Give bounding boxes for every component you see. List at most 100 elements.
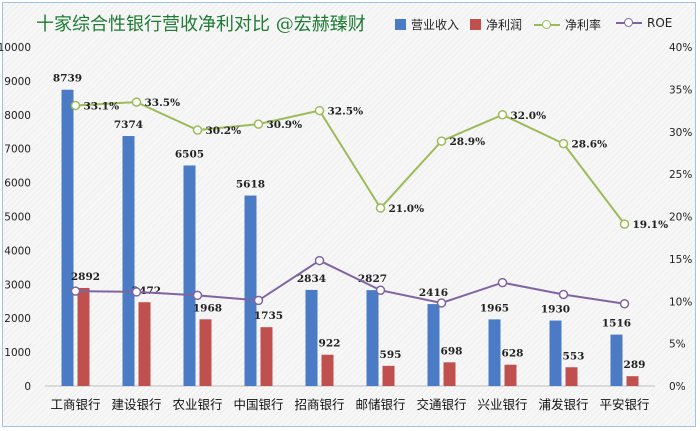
bar-revenue (305, 289, 318, 386)
bar-net-profit-label: 595 (380, 349, 402, 361)
roe-point (436, 298, 447, 308)
bar-revenue-label: 1965 (480, 302, 509, 314)
x-category-label: 中国银行 (233, 397, 283, 412)
x-category-label: 交通银行 (416, 397, 466, 412)
y-left-tick-label: 3000 (4, 279, 31, 291)
y-left-tick-label: 10000 (0, 42, 31, 54)
net-margin-point (70, 100, 81, 111)
bar-revenue (61, 89, 74, 387)
chart-legend: 营业收入 净利润 净利率 ROE (0, 16, 700, 36)
bar-net-profit (504, 364, 517, 386)
bar-revenue (610, 334, 623, 386)
y-left-tick-label: 8000 (4, 110, 31, 122)
roe-line (75, 259, 625, 305)
net-margin-label: 33.5% (145, 97, 181, 109)
y-left-tick-label: 2000 (4, 313, 31, 325)
y-left-tick-label: 4000 (4, 245, 31, 257)
y-right-tick-label: 5% (669, 339, 686, 351)
y-left-tick-label: 0 (24, 381, 31, 393)
x-category-label: 兴业银行 (477, 397, 527, 412)
legend-label-revenue: 营业收入 (411, 18, 460, 32)
net-margin-point (436, 136, 447, 146)
net-margin-label: 32.0% (511, 110, 547, 122)
roe-point (558, 289, 569, 300)
legend-item-net-margin: 净利率 (534, 16, 601, 33)
y-right-tick-label: 30% (669, 127, 692, 139)
roe-point (619, 299, 630, 309)
bar-net-profit-label: 698 (441, 345, 463, 357)
bar-revenue-label: 2416 (419, 287, 448, 299)
bar-net-profit (260, 327, 273, 386)
bar-net-profit-label: 2892 (71, 271, 100, 283)
bar-revenue-label: 2827 (358, 273, 387, 285)
roe-point (131, 287, 142, 297)
x-category-label: 邮储银行 (355, 397, 405, 412)
legend-item-revenue: 营业收入 (395, 16, 459, 33)
legend-label-net-profit: 净利润 (486, 18, 523, 32)
bar-net-profit-label: 553 (563, 350, 585, 362)
net-margin-point (619, 219, 630, 229)
bar-net-profit-label: 289 (624, 359, 646, 371)
roe-point (253, 295, 264, 306)
x-category-label: 浦发银行 (538, 397, 588, 412)
x-category-label: 建设银行 (111, 397, 161, 412)
roe-point (314, 255, 325, 266)
y-left-tick-label: 9000 (4, 76, 31, 88)
y-right-tick-label: 40% (669, 42, 692, 54)
bar-revenue (183, 165, 196, 386)
bar-net-profit-label: 1735 (254, 310, 283, 322)
bar-revenue (122, 136, 135, 386)
net-margin-label: 21.0% (389, 203, 425, 215)
y-right-tick-label: 20% (669, 212, 692, 224)
net-margin-point (314, 105, 325, 116)
bar-revenue (366, 290, 379, 386)
y-right-tick-label: 10% (669, 296, 692, 308)
net-margin-label: 32.5% (328, 106, 364, 118)
bar-net-profit (565, 367, 578, 386)
bar-net-profit (321, 354, 334, 386)
net-margin-label: 19.1% (633, 219, 669, 231)
bar-net-profit-label: 922 (319, 338, 341, 350)
bar-revenue-label: 1516 (602, 318, 631, 330)
bar-net-profit (77, 287, 90, 386)
bar-revenue-label: 6505 (175, 148, 204, 160)
net-margin-point (131, 97, 142, 107)
bar-net-profit (138, 302, 151, 386)
legend-swatch-net-margin (534, 19, 560, 31)
roe-point (375, 285, 386, 295)
legend-swatch-net-profit (470, 19, 481, 30)
chart-frame (2, 2, 696, 427)
net-margin-point (192, 125, 203, 135)
bar-revenue (549, 320, 562, 386)
net-margin-label: 28.9% (450, 136, 486, 148)
y-left-tick-label: 1000 (4, 347, 31, 359)
net-margin-label: 30.9% (267, 119, 303, 131)
bar-net-profit (626, 376, 639, 386)
bar-revenue-label: 2834 (297, 273, 326, 285)
y-right-tick-label: 35% (669, 84, 692, 96)
legend-item-net-profit: 净利润 (470, 16, 522, 33)
legend-label-roe: ROE (647, 16, 673, 30)
legend-swatch-revenue (395, 19, 406, 30)
bar-net-profit-label: 1968 (193, 302, 222, 314)
net-margin-point (375, 203, 386, 213)
bar-net-profit-label: 628 (502, 348, 524, 360)
net-margin-line (75, 101, 626, 225)
bar-revenue (427, 304, 440, 386)
bar-revenue-label: 8739 (53, 73, 82, 85)
x-category-label: 招商银行 (294, 397, 344, 412)
bar-net-profit (382, 365, 395, 386)
roe-point (497, 277, 508, 288)
x-category-label: 工商银行 (50, 397, 100, 412)
bar-revenue-label: 7374 (114, 119, 143, 131)
bar-revenue (488, 319, 501, 386)
net-margin-point (253, 119, 264, 129)
bar-revenue (244, 195, 257, 386)
legend-label-net-margin: 净利率 (565, 18, 602, 32)
roe-point (192, 290, 203, 301)
net-margin-label: 30.2% (206, 125, 242, 137)
net-margin-point (558, 138, 569, 149)
y-right-tick-label: 0% (669, 381, 686, 393)
y-left-tick-label: 5000 (4, 212, 31, 224)
